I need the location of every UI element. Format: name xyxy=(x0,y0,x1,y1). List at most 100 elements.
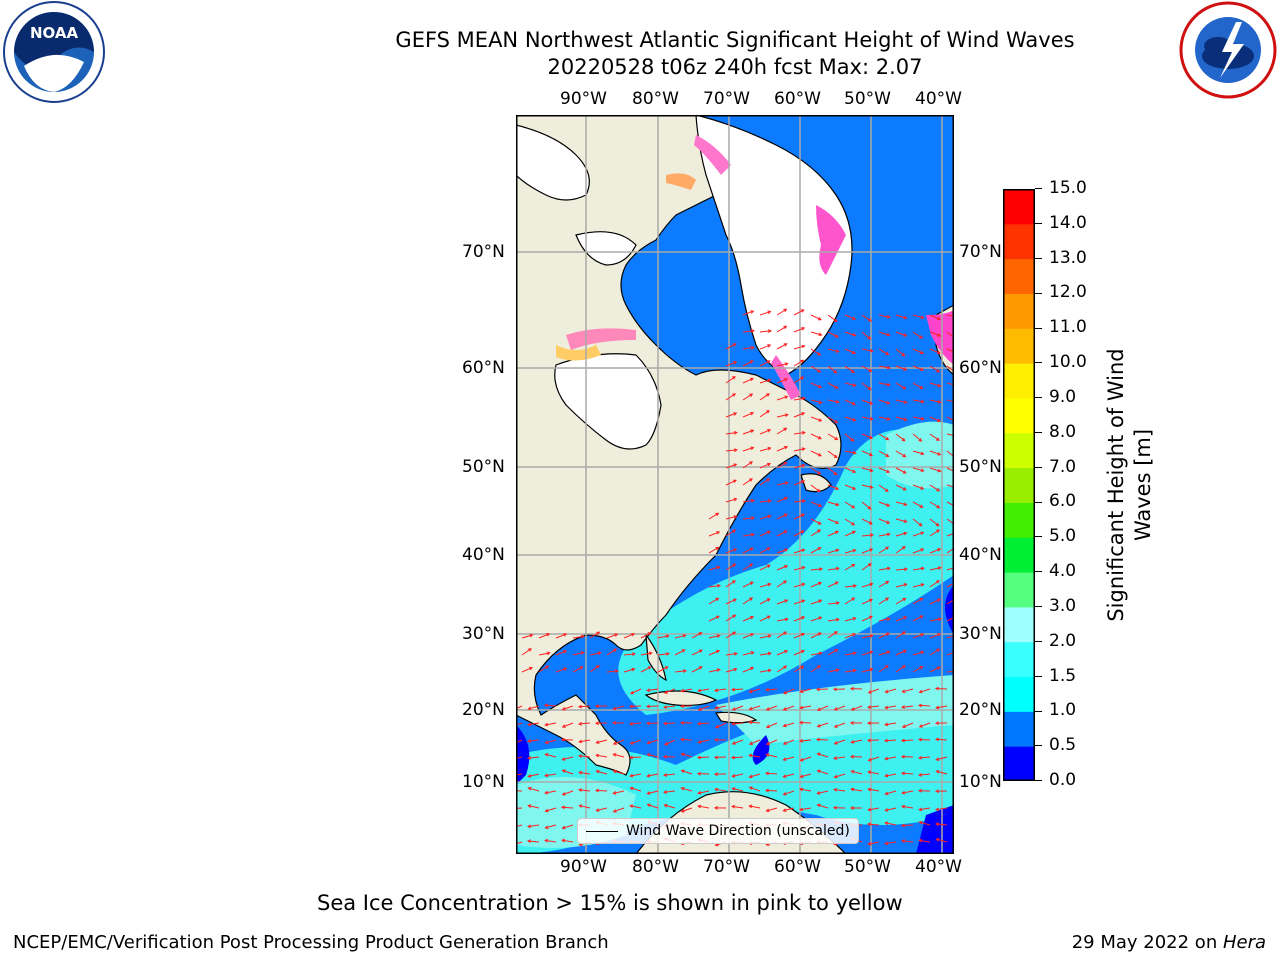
wind-wave-arrow xyxy=(715,705,727,709)
wind-wave-arrowhead xyxy=(817,316,822,321)
wind-wave-arrow xyxy=(868,841,880,845)
wind-wave-arrow xyxy=(885,756,897,760)
wind-wave-arrow xyxy=(810,365,821,373)
wind-wave-arrow xyxy=(919,839,931,843)
wind-wave-arrow xyxy=(759,478,770,486)
wind-wave-arrow xyxy=(834,789,846,792)
lon-label-bottom: 50°W xyxy=(844,857,891,877)
wind-wave-arrow xyxy=(827,518,839,524)
wind-wave-arrowhead xyxy=(749,393,754,397)
wind-wave-arrowhead xyxy=(816,488,821,493)
wind-wave-arrowhead xyxy=(544,773,549,778)
wind-wave-arrowhead xyxy=(714,787,719,792)
wind-wave-arrowhead xyxy=(563,633,568,637)
wind-wave-arrowhead xyxy=(630,690,635,695)
wind-wave-arrowhead xyxy=(614,669,619,674)
wind-wave-arrowhead xyxy=(750,411,755,416)
wind-wave-arrow xyxy=(640,652,652,656)
wind-wave-arrow xyxy=(657,653,669,656)
wind-wave-arrowhead xyxy=(647,632,652,636)
wind-wave-arrowhead xyxy=(902,470,907,474)
wind-wave-arrowhead xyxy=(732,598,737,603)
wind-wave-arrow xyxy=(929,666,941,673)
lat-label-left: 60°N xyxy=(462,358,505,378)
wind-wave-arrowhead xyxy=(784,649,789,654)
colorbar-tick-mark xyxy=(1035,745,1042,747)
wind-wave-arrowhead xyxy=(867,705,872,709)
wind-wave-arrow xyxy=(759,652,771,656)
wind-wave-arrowhead xyxy=(918,689,923,694)
wind-wave-arrow xyxy=(810,547,821,554)
wind-wave-arrowhead xyxy=(697,740,702,744)
colorbar-tick-label: 7.0 xyxy=(1049,456,1077,477)
colorbar-tick-mark xyxy=(1035,640,1042,642)
wind-wave-arrow xyxy=(742,563,753,571)
wind-wave-arrow xyxy=(766,705,778,711)
wind-wave-arrow xyxy=(902,722,914,728)
wind-wave-arrowhead xyxy=(903,519,908,523)
wind-wave-arrowhead xyxy=(851,504,856,509)
wind-wave-arrow xyxy=(844,399,856,406)
wind-wave-arrowhead xyxy=(867,690,872,694)
wind-wave-arrow xyxy=(895,433,906,442)
wind-wave-arrow xyxy=(861,416,873,420)
wind-wave-arrowhead xyxy=(885,580,890,585)
wind-wave-arrowhead xyxy=(903,616,908,620)
wind-wave-arrowhead xyxy=(851,597,856,601)
wind-wave-arrow xyxy=(691,666,702,673)
wind-wave-arrow xyxy=(912,382,923,389)
wind-wave-arrowhead xyxy=(918,755,922,760)
wind-wave-arrow xyxy=(912,651,924,656)
wind-wave-arrowhead xyxy=(934,686,939,691)
wind-wave-arrowhead xyxy=(885,453,890,457)
wind-wave-arrow xyxy=(878,651,890,656)
wind-wave-arrow xyxy=(759,515,771,520)
wind-wave-arrowhead xyxy=(815,687,820,692)
wind-wave-arrow xyxy=(827,602,839,605)
wind-wave-arrow xyxy=(742,378,754,384)
lat-label-left: 70°N xyxy=(462,242,505,262)
wind-wave-arrowhead xyxy=(544,825,549,830)
wind-wave-arrow xyxy=(776,665,787,673)
wind-wave-arrow xyxy=(902,840,914,843)
wind-wave-arrowhead xyxy=(818,581,823,586)
wind-wave-arrow xyxy=(759,330,771,333)
wind-wave-arrowhead xyxy=(698,632,703,636)
wind-wave-arrowhead xyxy=(713,806,718,810)
wind-wave-arrowhead xyxy=(799,689,804,694)
wind-wave-arrowhead xyxy=(833,471,838,476)
wind-wave-arrow xyxy=(851,770,863,775)
wind-wave-arrow xyxy=(929,484,940,492)
wind-wave-arrow xyxy=(861,583,873,588)
wind-wave-arrow xyxy=(895,484,907,491)
wind-wave-arrow xyxy=(827,669,839,673)
wind-wave-arrow xyxy=(725,449,737,452)
wind-wave-arrowhead xyxy=(664,666,669,670)
wind-wave-arrow xyxy=(572,666,583,673)
wind-wave-arrow xyxy=(742,346,754,350)
wind-wave-arrowhead xyxy=(886,382,891,387)
wind-wave-arrow xyxy=(596,770,608,775)
wind-wave-arrowhead xyxy=(935,770,940,774)
wind-wave-arrow xyxy=(528,824,540,828)
wind-wave-arrowhead xyxy=(646,688,651,693)
wind-wave-arrow xyxy=(759,463,771,469)
wind-wave-arrowhead xyxy=(563,650,568,654)
wind-wave-arrowhead xyxy=(713,737,718,742)
wind-wave-arrow xyxy=(895,631,906,639)
wind-wave-arrow xyxy=(895,399,907,404)
wind-wave-arrowhead xyxy=(869,533,874,538)
wind-wave-arrowhead xyxy=(884,791,889,796)
colorbar-tick-label: 12.0 xyxy=(1049,282,1087,303)
wind-wave-arrowhead xyxy=(733,448,738,452)
wind-wave-arrowhead xyxy=(748,774,753,779)
wind-wave-arrowhead xyxy=(900,738,905,743)
wind-wave-arrowhead xyxy=(935,807,940,812)
wind-wave-arrow xyxy=(895,365,907,371)
wind-wave-arrow xyxy=(817,770,829,775)
wind-wave-arrowhead xyxy=(681,649,686,653)
wind-wave-arrow xyxy=(895,568,908,571)
wind-wave-arrow xyxy=(759,500,771,503)
wind-wave-arrow xyxy=(528,739,540,742)
wind-wave-arrow xyxy=(885,705,897,709)
